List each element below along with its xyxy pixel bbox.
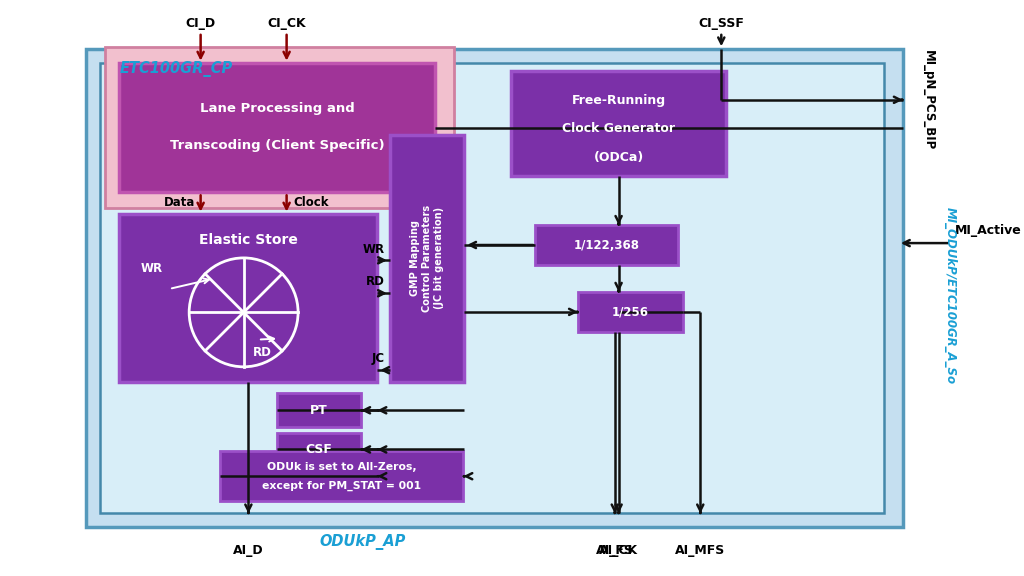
Text: AI_MFS: AI_MFS — [675, 544, 725, 557]
Text: CSF: CSF — [305, 443, 333, 456]
Bar — [578, 292, 683, 332]
Text: Free-Running: Free-Running — [571, 94, 666, 107]
Bar — [220, 452, 463, 501]
Text: MI_Active: MI_Active — [955, 225, 1022, 237]
Text: MI_pN_PCS_BIP: MI_pN_PCS_BIP — [922, 50, 935, 150]
Bar — [86, 49, 903, 527]
Text: WR: WR — [362, 242, 385, 256]
Bar — [100, 63, 884, 513]
Text: RD: RD — [253, 346, 272, 359]
Bar — [120, 214, 378, 382]
Text: 1/256: 1/256 — [612, 305, 649, 319]
Text: (ODCa): (ODCa) — [594, 151, 644, 164]
Bar — [120, 63, 435, 192]
Text: CI_SSF: CI_SSF — [698, 17, 744, 30]
Text: WR: WR — [140, 262, 163, 275]
Text: PT: PT — [310, 404, 328, 417]
Bar — [535, 225, 678, 265]
Bar — [390, 135, 464, 382]
Text: GMP Mapping
Control Parameters
(JC bit generation): GMP Mapping Control Parameters (JC bit g… — [411, 205, 443, 312]
Text: ODUkP_AP: ODUkP_AP — [319, 534, 407, 550]
Text: AI_CK: AI_CK — [599, 544, 638, 557]
Text: 1/122,368: 1/122,368 — [573, 238, 640, 252]
Text: RD: RD — [367, 275, 385, 289]
Text: except for PM_STAT = 001: except for PM_STAT = 001 — [262, 480, 421, 491]
Bar — [278, 433, 361, 466]
Bar — [278, 393, 361, 427]
Text: Clock Generator: Clock Generator — [562, 123, 675, 135]
Text: AI_D: AI_D — [233, 544, 264, 557]
Text: MI_ODUkP/ETC100GR_A_So: MI_ODUkP/ETC100GR_A_So — [944, 207, 957, 384]
Text: CI_D: CI_D — [185, 17, 216, 30]
Text: JC: JC — [372, 353, 385, 365]
Text: AI_FS: AI_FS — [596, 544, 634, 557]
Text: ETC100GR_CP: ETC100GR_CP — [120, 60, 232, 77]
Text: Lane Processing and: Lane Processing and — [200, 103, 354, 115]
Text: Transcoding (Client Specific): Transcoding (Client Specific) — [170, 139, 384, 151]
Text: Data: Data — [164, 196, 195, 209]
Text: Clock: Clock — [293, 196, 329, 209]
Bar — [105, 47, 454, 208]
Text: Elastic Store: Elastic Store — [199, 233, 298, 247]
Text: ODUk is set to All-Zeros,: ODUk is set to All-Zeros, — [266, 461, 417, 472]
Text: CI_CK: CI_CK — [267, 17, 306, 30]
Bar — [511, 71, 726, 176]
